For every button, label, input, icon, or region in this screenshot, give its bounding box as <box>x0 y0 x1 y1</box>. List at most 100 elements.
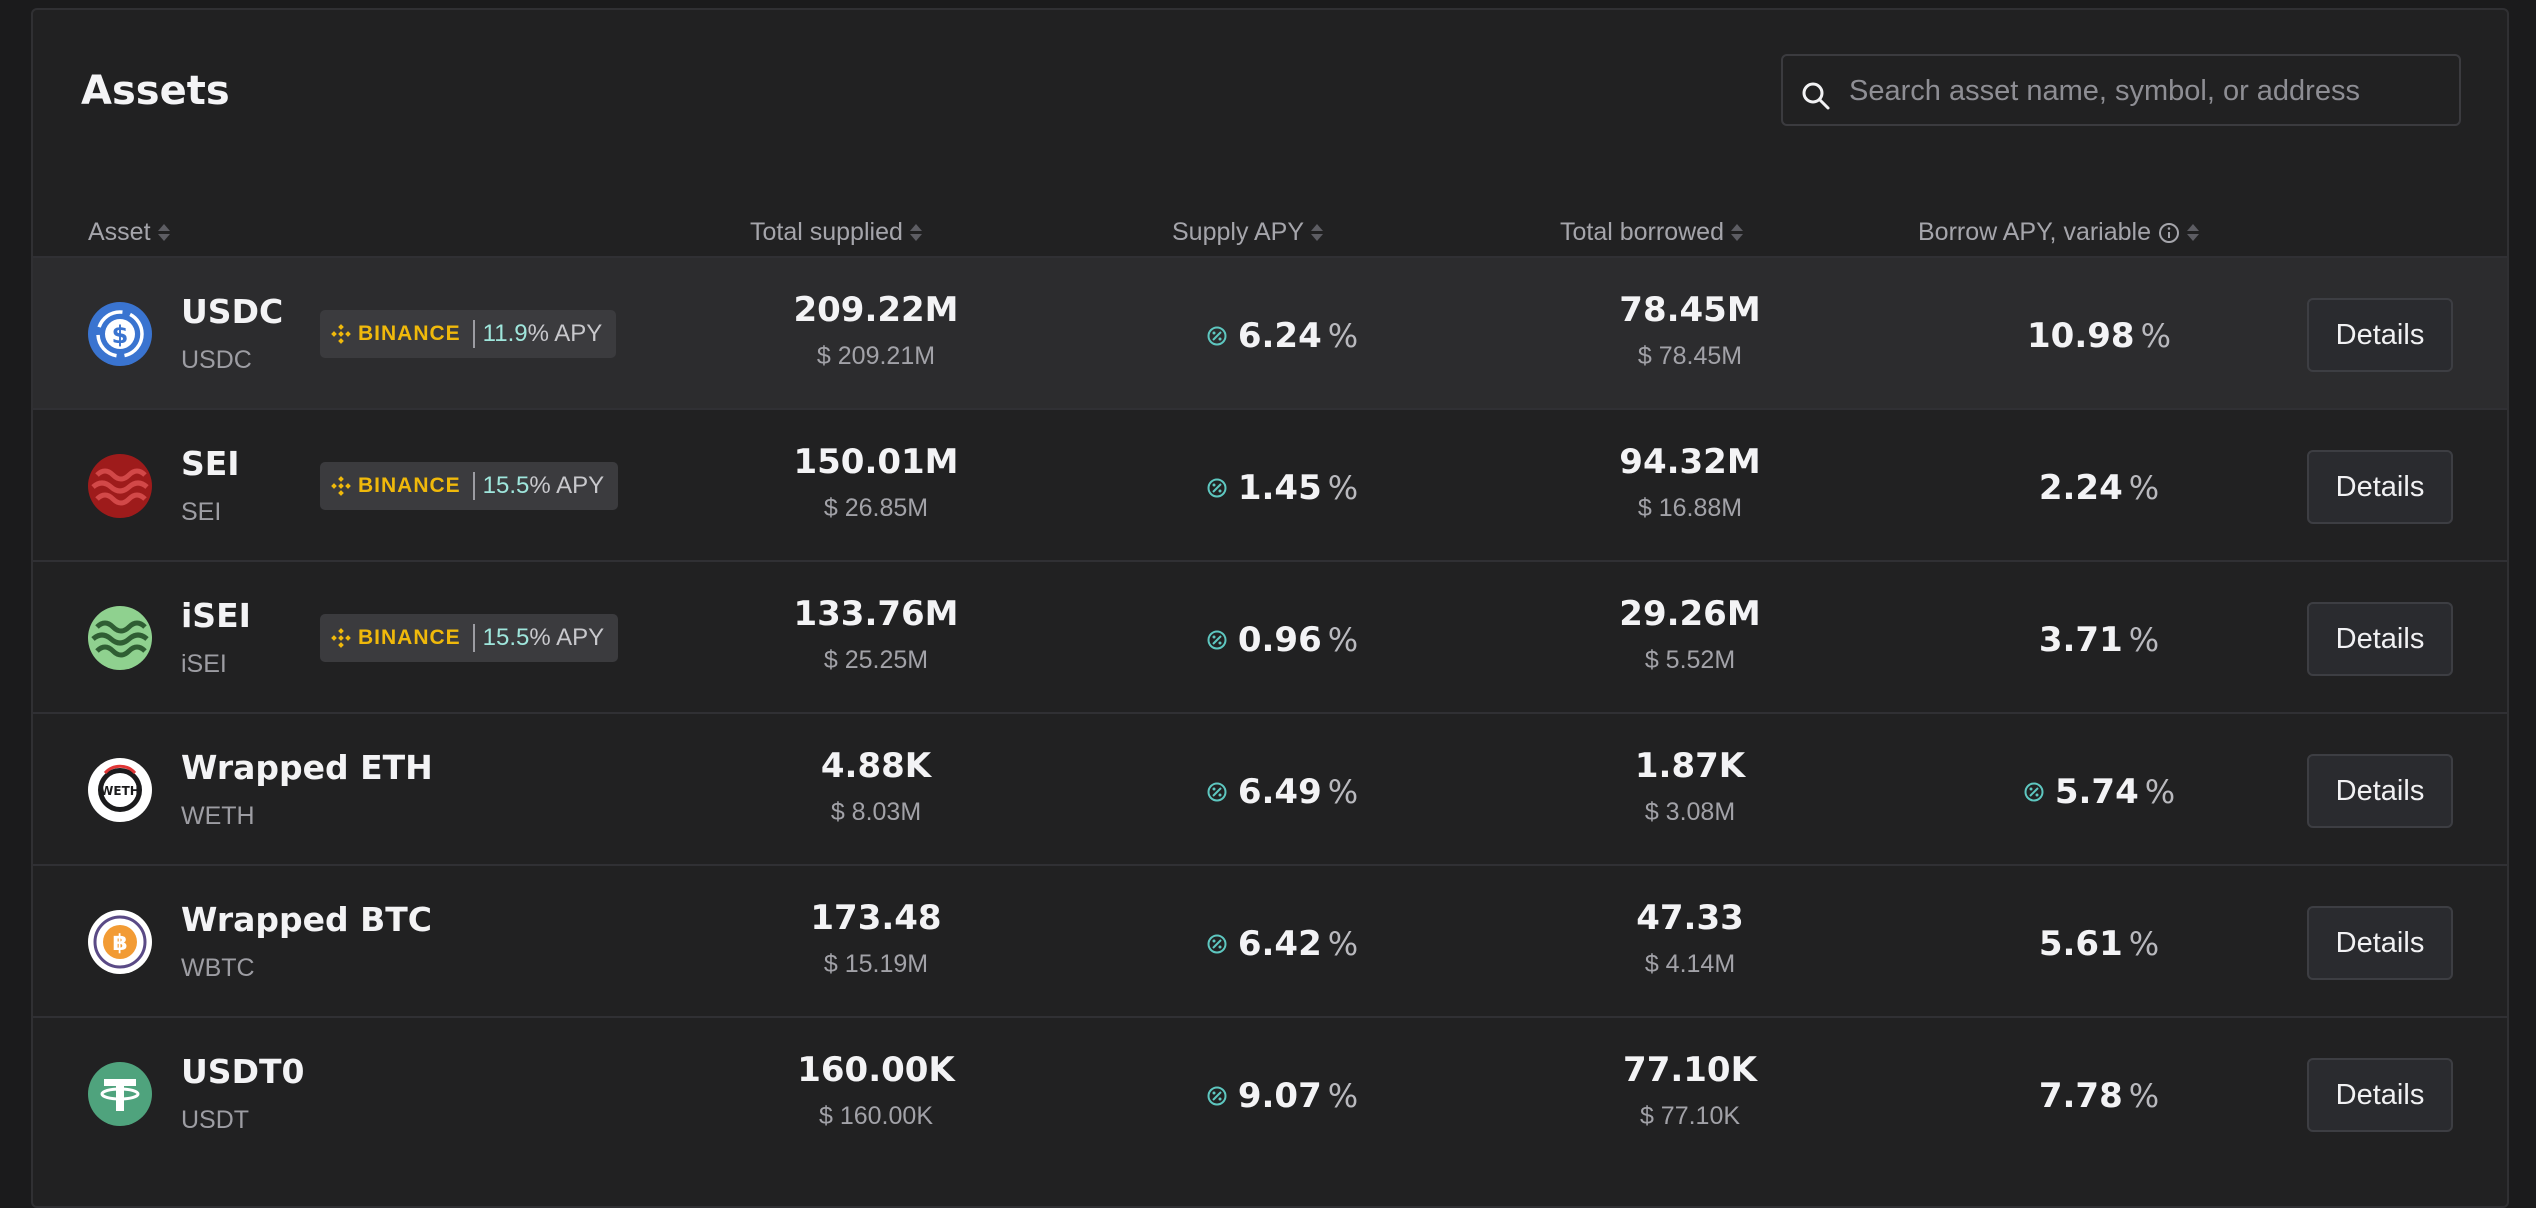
incentive-icon[interactable] <box>1206 477 1228 499</box>
binance-logo-icon <box>331 476 351 496</box>
header-total-borrowed[interactable]: Total borrowed <box>1560 218 1743 247</box>
incentive-icon[interactable] <box>1206 781 1228 803</box>
total-borrowed-cell: 29.26M $ 5.52M <box>1550 594 1830 675</box>
supply-apy-cell: 9.07 % <box>1142 1076 1422 1116</box>
binance-label: BINANCE <box>358 626 461 649</box>
borrow-apy-value: 5.61 <box>2038 924 2123 964</box>
total-supplied-amount: 209.22M <box>793 290 959 330</box>
incentive-icon[interactable] <box>2023 781 2045 803</box>
total-supplied-usd: $ 8.03M <box>830 798 922 826</box>
weth-icon: WETH <box>88 758 152 822</box>
total-borrowed-usd: $ 78.45M <box>1637 342 1743 370</box>
borrow-apy-cell: 5.74 % <box>1959 772 2239 812</box>
total-borrowed-cell: 77.10K $ 77.10K <box>1550 1050 1830 1131</box>
percent-sign: % <box>2128 469 2160 507</box>
total-borrowed-usd: $ 5.52M <box>1644 646 1736 674</box>
borrow-apy-value: 2.24 <box>2038 468 2123 508</box>
total-supplied-usd: $ 160.00K <box>819 1102 933 1130</box>
asset-symbol: iSEI <box>181 650 227 678</box>
percent-sign: % <box>1327 773 1359 811</box>
search-input[interactable] <box>1847 56 2451 126</box>
supply-apy-cell: 6.42 % <box>1142 924 1422 964</box>
borrow-apy-cell: 10.98 % <box>1959 316 2239 356</box>
details-button[interactable]: Details <box>2307 906 2453 980</box>
table-row[interactable]: USDT0 USDT 160.00K $ 160.00K 9.07 % 77.1… <box>33 1016 2507 1168</box>
supply-apy-value: 6.42 <box>1237 924 1322 964</box>
asset-name: USDT0 <box>181 1052 305 1091</box>
asset-name: SEI <box>181 444 240 483</box>
supply-apy-value: 6.24 <box>1237 316 1322 356</box>
badge-apy-suffix: % APY <box>529 472 605 499</box>
badge-apy-suffix: % APY <box>527 320 603 347</box>
total-supplied-usd: $ 15.19M <box>823 950 929 978</box>
sei-icon <box>88 454 152 518</box>
borrow-apy-cell: 5.61 % <box>1959 924 2239 964</box>
header-total-supplied[interactable]: Total supplied <box>750 218 922 247</box>
total-borrowed-cell: 47.33 $ 4.14M <box>1550 898 1830 979</box>
info-icon[interactable] <box>2158 222 2180 244</box>
header-borrow-apy-label: Borrow APY, variable <box>1918 218 2151 246</box>
details-button[interactable]: Details <box>2307 1058 2453 1132</box>
isei-icon <box>88 606 152 670</box>
binance-logo-icon <box>331 628 351 648</box>
table-row[interactable]: ฿ Wrapped BTC WBTC 173.48 $ 15.19M 6.42 … <box>33 864 2507 1016</box>
percent-sign: % <box>2128 1077 2160 1115</box>
incentive-icon[interactable] <box>1206 629 1228 651</box>
supply-apy-cell: 6.49 % <box>1142 772 1422 812</box>
sort-icon <box>1311 224 1324 241</box>
total-borrowed-cell: 94.32M $ 16.88M <box>1550 442 1830 523</box>
total-borrowed-amount: 78.45M <box>1619 290 1761 330</box>
badge-apy-suffix: % APY <box>529 624 605 651</box>
total-borrowed-amount: 77.10K <box>1623 1050 1757 1090</box>
supply-apy-value: 1.45 <box>1237 468 1322 508</box>
percent-sign: % <box>1327 925 1359 963</box>
table-row[interactable]: SEI SEI BINANCE 15.5 % APY 150.01M $ 26.… <box>33 408 2507 560</box>
badge-divider <box>472 320 475 348</box>
svg-text:฿: ฿ <box>112 931 127 956</box>
total-borrowed-usd: $ 16.88M <box>1637 494 1743 522</box>
total-borrowed-usd: $ 4.14M <box>1644 950 1736 978</box>
table-row[interactable]: WETH Wrapped ETH WETH 4.88K $ 8.03M 6.49… <box>33 712 2507 864</box>
percent-sign: % <box>1327 1077 1359 1115</box>
incentive-icon[interactable] <box>1206 325 1228 347</box>
binance-apy-badge[interactable]: BINANCE 11.9 % APY <box>320 310 617 358</box>
details-button[interactable]: Details <box>2307 450 2453 524</box>
asset-symbol: WETH <box>181 802 255 830</box>
percent-sign: % <box>1327 621 1359 659</box>
percent-sign: % <box>1327 469 1359 507</box>
total-supplied-usd: $ 209.21M <box>816 342 936 370</box>
binance-apy-badge[interactable]: BINANCE 15.5 % APY <box>320 462 619 510</box>
percent-sign: % <box>1327 317 1359 355</box>
incentive-icon[interactable] <box>1206 933 1228 955</box>
asset-name: iSEI <box>181 596 251 635</box>
incentive-icon[interactable] <box>1206 1085 1228 1107</box>
details-button[interactable]: Details <box>2307 754 2453 828</box>
table-row[interactable]: iSEI iSEI BINANCE 15.5 % APY 133.76M $ 2… <box>33 560 2507 712</box>
table-row[interactable]: $ USDC USDC BINANCE 11.9 % APY 209.22M $… <box>33 256 2507 408</box>
total-supplied-amount: 150.01M <box>793 442 959 482</box>
total-supplied-cell: 160.00K $ 160.00K <box>736 1050 1016 1131</box>
percent-sign: % <box>2140 317 2171 355</box>
binance-apy-badge[interactable]: BINANCE 15.5 % APY <box>320 614 619 662</box>
total-supplied-cell: 133.76M $ 25.25M <box>736 594 1016 675</box>
borrow-apy-value: 5.74 <box>2054 772 2139 812</box>
supply-apy-value: 9.07 <box>1237 1076 1322 1116</box>
supply-apy-cell: 0.96 % <box>1142 620 1422 660</box>
total-supplied-amount: 4.88K <box>820 746 932 786</box>
asset-symbol: USDC <box>181 346 252 374</box>
total-borrowed-amount: 29.26M <box>1619 594 1761 634</box>
details-button[interactable]: Details <box>2307 298 2453 372</box>
supply-apy-cell: 6.24 % <box>1142 316 1422 356</box>
badge-divider <box>472 472 475 500</box>
total-supplied-amount: 133.76M <box>793 594 959 634</box>
usdt-icon <box>88 1062 152 1126</box>
header-total-supplied-label: Total supplied <box>750 218 903 246</box>
usdc-icon: $ <box>88 302 152 366</box>
header-asset[interactable]: Asset <box>88 218 170 247</box>
header-borrow-apy[interactable]: Borrow APY, variable <box>1918 218 2199 247</box>
header-supply-apy[interactable]: Supply APY <box>1172 218 1324 247</box>
search-box[interactable] <box>1781 54 2461 126</box>
details-button[interactable]: Details <box>2307 602 2453 676</box>
borrow-apy-cell: 2.24 % <box>1959 468 2239 508</box>
header-total-borrowed-label: Total borrowed <box>1560 218 1724 246</box>
